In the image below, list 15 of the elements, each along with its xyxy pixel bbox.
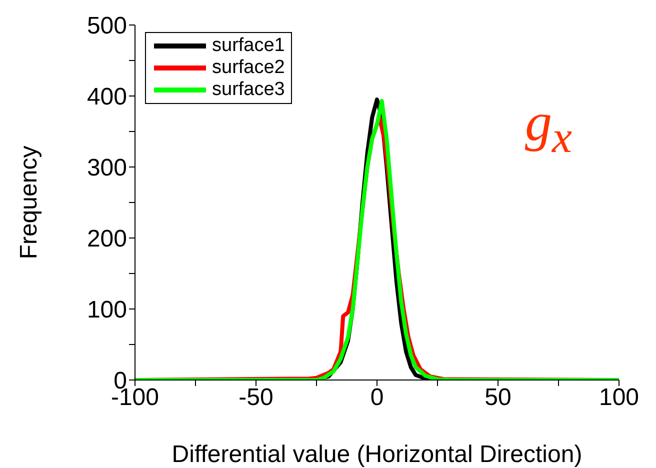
x-tick-label: 100 [598,384,640,412]
x-tick-label: -50 [238,384,274,412]
y-tick-label: 200 [86,226,127,253]
legend-label: surface3 [212,79,285,101]
y-tick-label: 100 [86,296,127,324]
y-axis-title: Frequency [16,146,43,260]
x-tick-label: 50 [484,384,512,412]
y-tick-label: 500 [86,12,127,40]
x-axis-title: Differential value (Horizontal Direction) [172,441,582,468]
annotation: g$_{x}$ [525,92,572,162]
legend-label: surface2 [212,57,285,79]
y-tick-label: 400 [86,84,127,111]
legend-label: surface1 [212,35,285,57]
y-tick-label: 300 [86,154,127,182]
x-tick-label: 0 [370,384,384,412]
